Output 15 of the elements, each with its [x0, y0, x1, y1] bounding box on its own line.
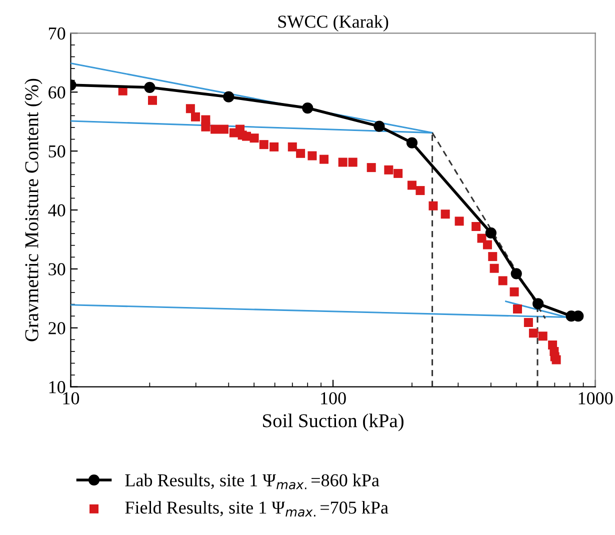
x-tick-label: 100 — [321, 392, 346, 404]
x-axis-title: Soil Suction (kPa) — [263, 414, 404, 432]
x-tick-label: 10 — [63, 392, 80, 404]
x-tick-label: 1000 — [578, 392, 613, 404]
legend-label: Lab Results, site 1 Ψ$_{max.}$=860 kPa — [125, 474, 380, 490]
y-axis-title: Gravmetric Moisture Content (%) — [24, 78, 42, 342]
y-tick-label: 30 — [48, 263, 66, 276]
y-tick-label: 10 — [49, 381, 66, 394]
legend-label: Field Results, site 1 Ψ$_{max.}$=705 kPa — [125, 500, 388, 517]
y-tick-label: 40 — [48, 204, 66, 216]
chart-title: SWCC (Karak) — [278, 15, 388, 32]
y-tick-label: 70 — [49, 27, 66, 40]
y-tick-label: 50 — [48, 145, 66, 158]
y-tick-label: 20 — [48, 322, 66, 334]
y-tick-label: 60 — [48, 86, 66, 99]
